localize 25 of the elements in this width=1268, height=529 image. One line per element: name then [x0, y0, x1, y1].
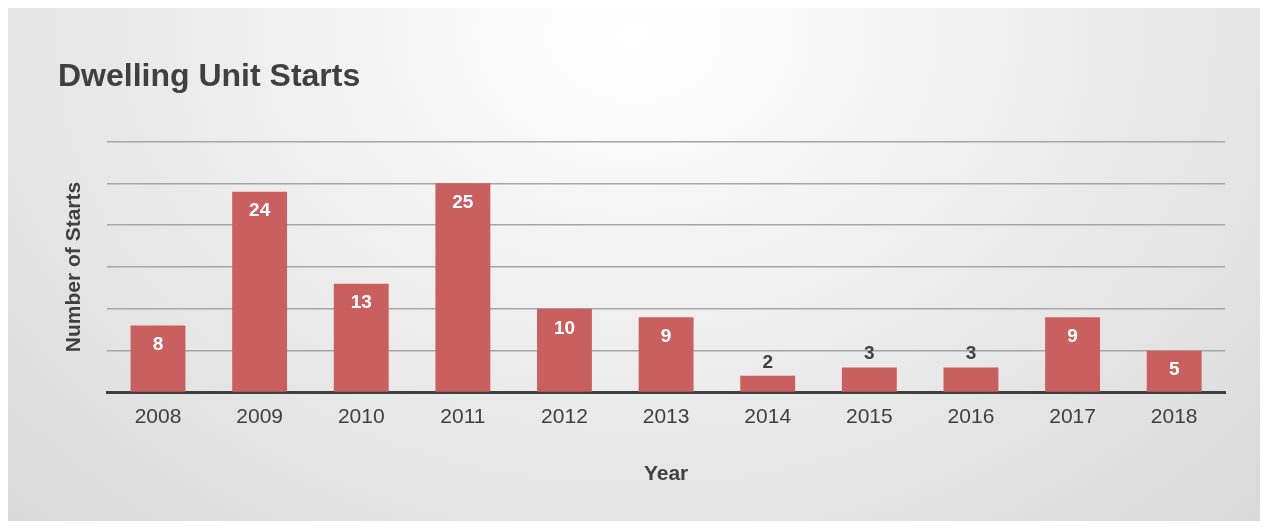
- data-label: 3: [965, 342, 977, 364]
- x-tick-label: 2016: [947, 404, 995, 427]
- data-label: 13: [350, 291, 372, 313]
- x-axis-title: Year: [643, 461, 689, 485]
- x-tick-label: 2017: [1049, 404, 1096, 427]
- data-label: 25: [452, 191, 474, 212]
- data-label: 5: [1168, 358, 1180, 380]
- data-label: 9: [660, 324, 672, 346]
- data-label: 3: [864, 342, 875, 364]
- x-tick-label: 2010: [337, 404, 385, 427]
- x-tick-label: 2011: [440, 404, 486, 427]
- x-tick-label: 2013: [642, 404, 690, 427]
- x-tick-label: 2018: [1150, 404, 1198, 427]
- data-label: 24: [249, 199, 271, 221]
- x-tick-label: 2012: [541, 404, 588, 427]
- data-label: 8: [152, 333, 164, 355]
- x-tick-label: 2015: [845, 404, 893, 427]
- data-label: 2: [762, 350, 774, 372]
- x-tick-label: 2014: [744, 404, 792, 427]
- x-tick-label: 2008: [134, 404, 182, 427]
- data-label: 9: [1067, 324, 1078, 346]
- y-axis-title: Number of Starts: [61, 181, 85, 353]
- chart-title: Dwelling Unit Starts: [58, 57, 361, 94]
- data-label: 10: [553, 316, 576, 338]
- x-tick-label: 2009: [236, 404, 283, 427]
